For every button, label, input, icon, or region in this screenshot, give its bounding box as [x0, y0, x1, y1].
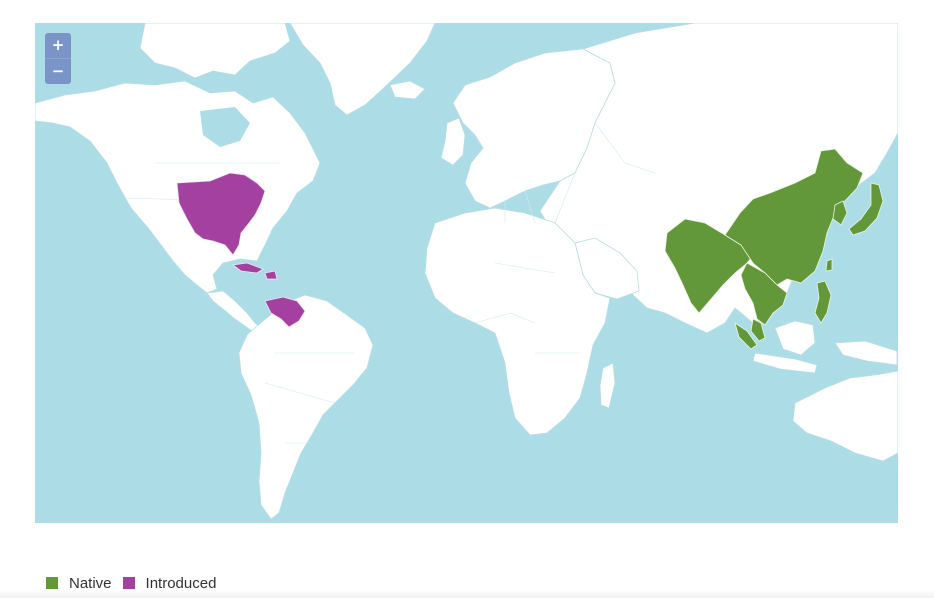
map-canvas[interactable]: + − — [35, 23, 898, 523]
landmass-south-america — [238, 294, 374, 520]
legend-item-native: Native — [46, 575, 112, 592]
native-region-indochina — [740, 262, 788, 326]
native-region-sumatra — [734, 322, 758, 350]
zoom-controls: + − — [45, 33, 71, 84]
landmass-borneo — [774, 320, 816, 356]
landmass-australia — [792, 370, 898, 462]
introduced-region-hispaniola — [264, 270, 278, 280]
bottom-shadow — [0, 590, 934, 598]
legend-label-introduced: Introduced — [145, 574, 217, 592]
introduced-region-eastern-us — [176, 172, 266, 256]
native-region-malay-peninsula — [750, 318, 766, 342]
landmass-africa — [424, 207, 611, 436]
landmass-iceland — [389, 80, 426, 100]
landmass-asia — [539, 23, 898, 334]
zoom-in-button[interactable]: + — [45, 33, 71, 59]
native-region-philippines — [814, 280, 832, 324]
landmass-madagascar — [599, 362, 616, 409]
landmass-java — [752, 352, 818, 374]
native-region-south-asia — [664, 218, 756, 314]
native-region-taiwan — [825, 258, 833, 272]
legend-label-native: Native — [69, 574, 112, 592]
legend-swatch-native — [46, 577, 58, 589]
landmass-europe — [452, 48, 616, 209]
legend-swatch-introduced — [122, 577, 135, 589]
legend: Native Introduced — [46, 574, 227, 592]
landmass-new-guinea — [834, 340, 898, 366]
world-map — [35, 23, 898, 520]
landmass-greenland — [289, 23, 436, 116]
landmass-british-isles — [440, 117, 466, 166]
native-region-korea — [832, 200, 848, 226]
introduced-region-cuba — [231, 262, 264, 274]
landmass-arctic-islands — [139, 23, 291, 79]
native-region-japan — [848, 182, 884, 236]
introduced-region-venezuela — [264, 296, 306, 328]
legend-item-introduced: Introduced — [122, 574, 217, 592]
zoom-out-button[interactable]: − — [45, 59, 71, 84]
